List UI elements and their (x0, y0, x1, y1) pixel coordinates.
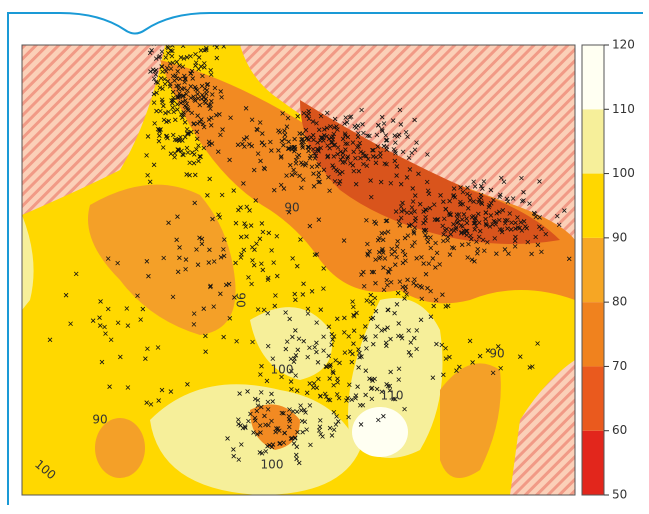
station (180, 23, 184, 27)
station (204, 30, 208, 34)
station (193, 35, 197, 39)
station (199, 40, 203, 44)
colorbar-segment (582, 431, 604, 495)
station (172, 30, 176, 34)
station (171, 25, 175, 29)
station (168, 26, 172, 30)
contour-label: 90 (489, 347, 504, 361)
station (183, 36, 187, 40)
colorbar-tick-label: 90 (612, 230, 627, 244)
colorbar-segment (582, 109, 604, 173)
station (195, 32, 199, 36)
colorbar-segment (582, 238, 604, 302)
colorbar-segment (582, 366, 604, 430)
colorbar-tick-label: 50 (612, 488, 627, 502)
contour-label: 100 (261, 458, 284, 472)
colorbar-tick-label: 60 (612, 423, 627, 437)
contour-label: 100 (271, 363, 294, 377)
contour-label: 90 (234, 292, 248, 307)
contour-label: 110 (381, 389, 404, 403)
figure: 90100110909010010090 5060708090100110120 (0, 0, 649, 510)
contour-label: 90 (284, 201, 299, 215)
station (183, 29, 187, 33)
colorbar-tick-label: 80 (612, 295, 627, 309)
station (171, 38, 175, 42)
contour-label: 90 (92, 413, 107, 427)
colorbar-segment (582, 174, 604, 238)
station (207, 41, 211, 45)
colorbar-segment (582, 302, 604, 366)
station (157, 35, 161, 39)
colorbar-tick-label: 70 (612, 359, 627, 373)
station (183, 19, 187, 23)
station (181, 22, 185, 26)
station (193, 41, 197, 45)
colorbar-segment (582, 45, 604, 109)
station (147, 17, 151, 21)
station (185, 40, 189, 44)
colorbar-tick-label: 100 (612, 166, 635, 180)
colorbar-tick-label: 120 (612, 38, 635, 52)
station (172, 23, 176, 27)
station (190, 21, 194, 25)
colorbar-tick-label: 110 (612, 102, 635, 116)
station (226, 37, 230, 41)
